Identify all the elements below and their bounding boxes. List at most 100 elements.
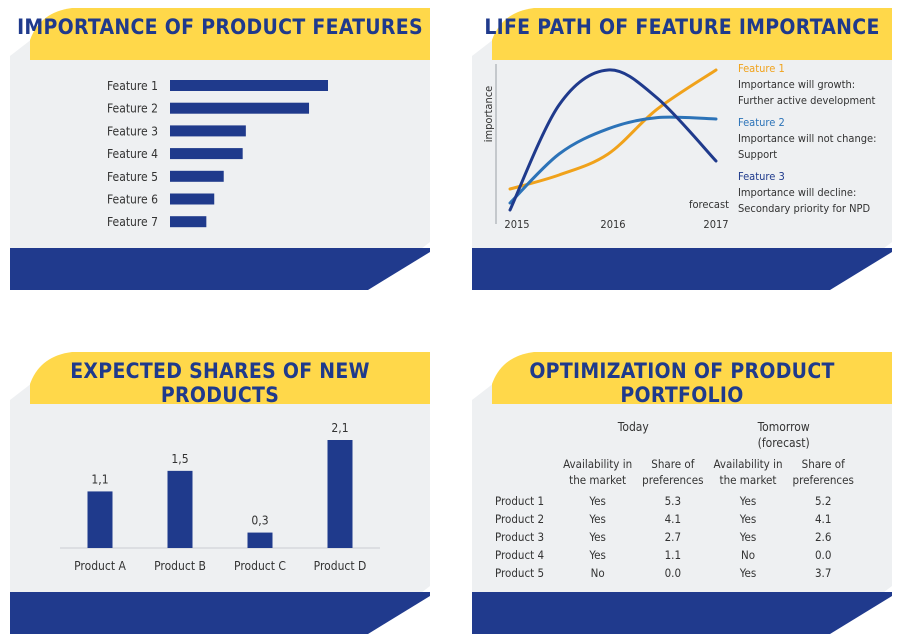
- panel-title: OPTIMIZATION OF PRODUCT PORTFOLIO: [529, 359, 835, 407]
- feature-bar: [170, 102, 310, 114]
- column-header: Share of preferences: [788, 452, 859, 492]
- lifepath-line-chart: importance 2015 2016 2017 forecast Feature 1 I…: [482, 62, 876, 231]
- column-header: Share of preferences: [637, 452, 708, 492]
- row-label: Product 2: [495, 512, 545, 526]
- table-cell: 2.7: [664, 530, 682, 544]
- feature-bar: [170, 125, 246, 137]
- panel-importance-features: IMPORTANCE OF PRODUCT FEATURES Feature 1…: [10, 2, 430, 292]
- table-row: Product 3 Yes 2.7 Yes 2.6: [490, 528, 859, 546]
- table-cell: Yes: [589, 548, 606, 562]
- legend-description: Further active development: [738, 94, 876, 107]
- legend-label: Feature 2: [738, 116, 785, 129]
- panel-expected-shares: EXPECTED SHARES OF NEW PRODUCTS 1,1 Produ…: [10, 346, 430, 636]
- corner-cell: [490, 418, 558, 452]
- column-header: Availability in the market: [558, 452, 637, 492]
- series-line-3: [508, 68, 718, 212]
- header-line: the market: [569, 473, 627, 487]
- product-label: Product C: [234, 559, 286, 573]
- product-label: Product A: [74, 559, 126, 573]
- feature-label: Feature 7: [107, 215, 158, 229]
- table-cell: 5.3: [664, 494, 682, 508]
- x-tick-label: 2016: [600, 218, 625, 231]
- table-cell: Yes: [739, 494, 757, 508]
- feature-label: Feature 3: [107, 124, 158, 138]
- feature-label: Feature 1: [107, 79, 158, 93]
- table-row: Product 5 No 0.0 Yes 3.7: [490, 564, 859, 582]
- bar-data-label: 1,1: [91, 472, 108, 486]
- table-cell: 0.0: [814, 548, 832, 562]
- table-cell: Yes: [589, 530, 606, 544]
- x-tick-label: 2017: [703, 218, 728, 231]
- header-line: preferences: [792, 473, 854, 487]
- feature-bar: [170, 216, 207, 228]
- legend-label: Feature 1: [738, 62, 785, 75]
- column-header-row: Availability in the market Share of prefer…: [490, 452, 859, 492]
- features-bar-chart: Feature 1 Feature 2 Feature 3 Feature 4 Feat…: [107, 79, 328, 229]
- series-line-2: [508, 115, 718, 205]
- header-line: preferences: [642, 473, 704, 487]
- feature-label: Feature 5: [107, 170, 158, 184]
- panel-background: [472, 8, 892, 290]
- row-label: Product 4: [495, 548, 545, 562]
- header-line: Availability in: [563, 457, 633, 471]
- column-header: Availability in the market: [708, 452, 787, 492]
- series-line-1: [508, 68, 718, 191]
- y-axis-label: importance: [482, 86, 495, 143]
- panel-portfolio: OPTIMIZATION OF PRODUCT PORTFOLIO Today …: [472, 346, 892, 636]
- product-bar: [167, 470, 193, 548]
- bar-data-label: 2,1: [331, 421, 348, 435]
- panel-life-path: LIFE PATH OF FEATURE IMPORTANCE importan…: [472, 2, 892, 292]
- table-cell: Yes: [589, 512, 606, 526]
- table-cell: Yes: [739, 530, 757, 544]
- header-line: Share of: [801, 457, 845, 471]
- table-cell: 4.1: [664, 512, 682, 526]
- x-tick-label: 2015: [504, 218, 529, 231]
- group-header-today: Today: [617, 420, 649, 434]
- forecast-label: (forecast): [757, 436, 810, 450]
- header-line: Share of: [651, 457, 695, 471]
- table-cell: 1.1: [664, 548, 682, 562]
- table-row: Product 4 Yes 1.1 No 0.0: [490, 546, 859, 564]
- table-cell: 2.6: [814, 530, 832, 544]
- forecast-label: forecast: [689, 198, 729, 211]
- table-cell: 0.0: [664, 566, 682, 580]
- row-label: Product 1: [495, 494, 545, 508]
- tomorrow-label: Tomorrow: [757, 420, 810, 434]
- feature-label: Feature 2: [107, 102, 158, 116]
- row-label: Product 3: [495, 530, 545, 544]
- corner-cell: [490, 452, 558, 492]
- legend-description: Support: [738, 148, 777, 161]
- group-header-row: Today Tomorrow (forecast): [490, 418, 859, 452]
- product-bar: [247, 532, 273, 548]
- panel-title: EXPECTED SHARES OF NEW PRODUCTS: [70, 359, 370, 407]
- legend-description: Importance will not change:: [738, 132, 876, 145]
- legend-description: Importance will decline:: [738, 186, 856, 199]
- row-label: Product 5: [495, 566, 545, 580]
- legend-description: Secondary priority for NPD: [738, 202, 871, 215]
- table-cell: Yes: [739, 566, 757, 580]
- group-header-tomorrow: Tomorrow (forecast): [708, 418, 858, 452]
- table-cell: 5.2: [814, 494, 832, 508]
- product-label: Product D: [314, 559, 367, 573]
- table-row: Product 2 Yes 4.1 Yes 4.1: [490, 510, 859, 528]
- product-bar: [327, 440, 353, 548]
- feature-label: Feature 6: [107, 193, 158, 207]
- feature-label: Feature 4: [107, 147, 158, 161]
- table-cell: No: [740, 548, 756, 562]
- feature-bar: [170, 170, 224, 182]
- header-line: the market: [719, 473, 777, 487]
- table-cell: Yes: [589, 494, 606, 508]
- legend-label: Feature 3: [738, 170, 785, 183]
- feature-bar: [170, 193, 215, 205]
- feature-bar: [170, 148, 243, 160]
- header-line: Availability in: [713, 457, 783, 471]
- shares-bar-chart: 1,1 Product A 1,5 Product B 0,3 Product C 2,1 P…: [60, 421, 380, 573]
- table-cell: Yes: [739, 512, 757, 526]
- panel-background: [10, 352, 430, 634]
- panel-background: [472, 352, 892, 634]
- table-cell: No: [590, 566, 605, 580]
- bar-data-label: 1,5: [171, 452, 188, 466]
- bar-data-label: 0,3: [251, 514, 268, 528]
- product-label: Product B: [154, 559, 206, 573]
- table-row: Product 1 Yes 5.3 Yes 5.2: [490, 492, 859, 510]
